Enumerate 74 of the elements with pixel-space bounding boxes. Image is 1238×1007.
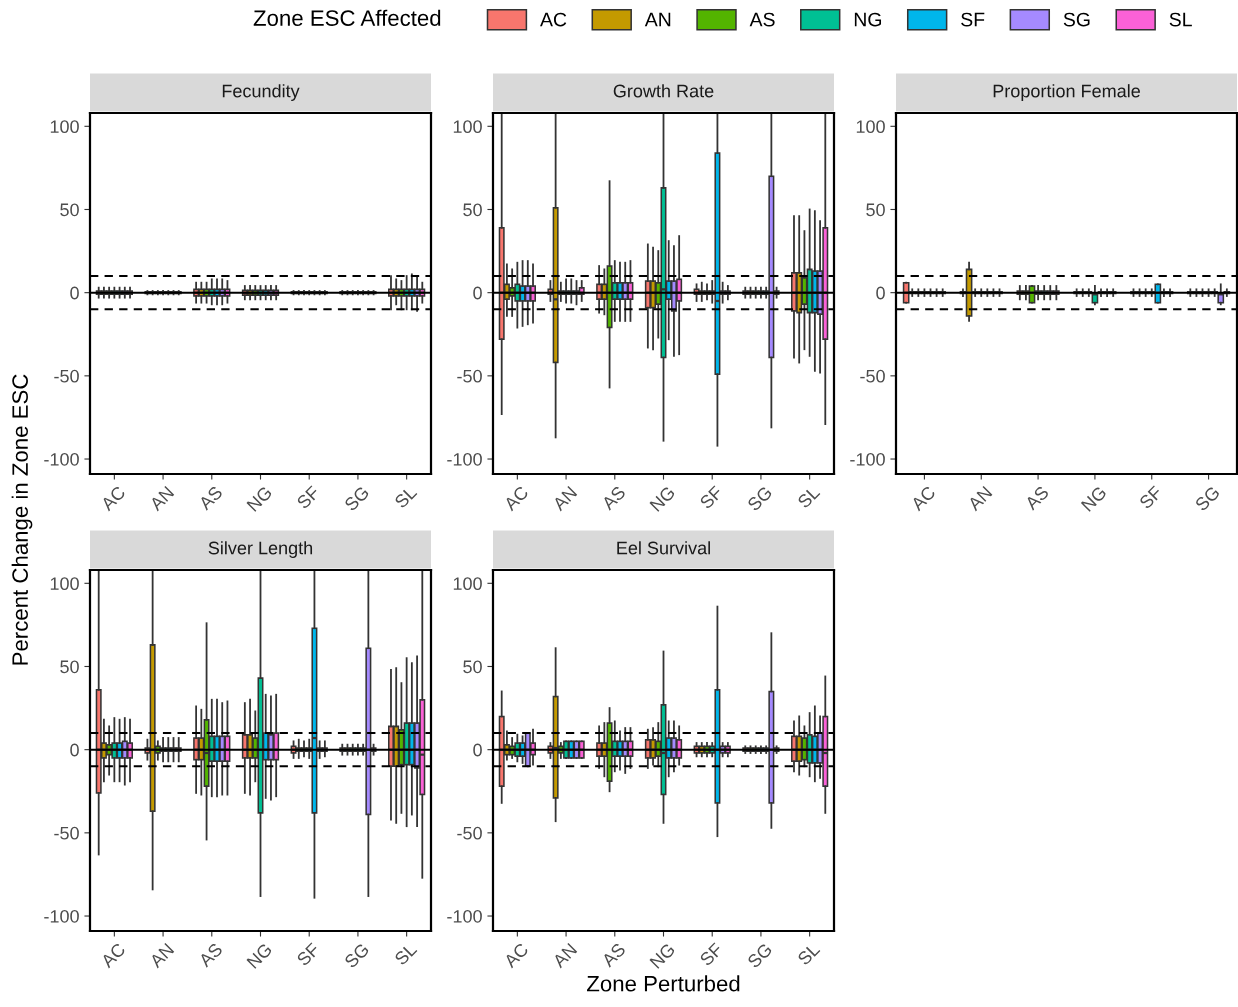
y-tick-label: 50 — [60, 660, 79, 674]
x-tick-label: SL — [796, 485, 821, 509]
x-tick-label: AN — [551, 942, 578, 969]
x-tick-label: NG — [1080, 485, 1107, 512]
legend-label: SF — [961, 12, 985, 27]
y-tick-label: -100 — [44, 909, 79, 923]
y-tick-label: -100 — [447, 452, 482, 466]
y-tick-label: 0 — [876, 286, 885, 300]
y-tick-label: -50 — [457, 369, 482, 383]
y-tick-label: -100 — [447, 909, 482, 923]
x-tick-label: SF — [699, 485, 724, 510]
y-tick-label: -100 — [850, 452, 885, 466]
y-tick-label: -50 — [860, 369, 885, 383]
x-tick-label: AN — [551, 485, 578, 512]
legend-title: Zone ESC Affected — [253, 9, 441, 26]
x-tick-label: AN — [966, 485, 993, 512]
x-tick-label: AC — [99, 485, 127, 512]
x-tick-label: SF — [296, 942, 321, 967]
legend-label: NG — [854, 12, 882, 27]
legend-label: SL — [1169, 12, 1192, 27]
y-tick-label: 100 — [50, 120, 79, 134]
x-tick-label: SF — [1138, 485, 1163, 510]
y-tick-label: -50 — [54, 369, 79, 383]
y-tick-label: 100 — [453, 120, 482, 134]
x-tick-label: SL — [393, 485, 418, 509]
x-tick-label: AC — [502, 942, 530, 969]
x-tick-label: AC — [99, 942, 127, 969]
chart-title: Silver Length — [208, 541, 313, 558]
chart-title: Proportion Female — [993, 84, 1140, 101]
y-tick-label: 50 — [463, 203, 482, 217]
x-tick-label: SG — [746, 485, 773, 512]
legend-label: AS — [749, 12, 775, 27]
chart-title: Growth Rate — [613, 84, 714, 98]
legend-label: SG — [1063, 12, 1090, 27]
x-tick-label: AC — [909, 485, 937, 512]
x-tick-label: SG — [343, 942, 370, 969]
x-tick-label: SF — [699, 942, 724, 967]
x-tick-label: NG — [246, 942, 273, 969]
x-tick-label: SG — [343, 485, 370, 512]
chart-title: Fecundity — [222, 84, 300, 101]
y-tick-label: 0 — [473, 743, 482, 757]
x-tick-label: AS — [197, 485, 224, 511]
y-tick-label: 0 — [70, 743, 79, 757]
y-tick-label: 100 — [856, 120, 885, 134]
legend-label: AN — [644, 12, 671, 27]
x-tick-label: NG — [649, 942, 676, 969]
y-axis-title: Percent Change in Zone ESC — [11, 374, 33, 665]
x-tick-label: SG — [746, 942, 773, 969]
x-tick-label: AS — [600, 942, 627, 968]
x-tick-label: NG — [246, 485, 273, 512]
x-tick-label: AC — [502, 485, 530, 512]
y-tick-label: -100 — [44, 452, 79, 466]
y-tick-label: -50 — [54, 826, 79, 840]
x-tick-label: SL — [796, 942, 821, 966]
x-tick-label: AS — [1023, 485, 1050, 511]
x-tick-label: AS — [600, 485, 627, 511]
x-tick-label: SL — [393, 942, 418, 966]
y-tick-label: 100 — [50, 577, 79, 591]
x-tick-label: SG — [1194, 485, 1221, 512]
y-tick-label: 50 — [463, 660, 482, 674]
chart-title: Eel Survival — [617, 541, 710, 555]
y-tick-label: 0 — [70, 286, 79, 300]
x-tick-label: AN — [148, 942, 175, 969]
x-tick-label: AS — [197, 942, 224, 968]
y-tick-label: 100 — [453, 577, 482, 591]
y-tick-label: 50 — [60, 203, 79, 217]
y-tick-label: 50 — [866, 203, 885, 217]
x-axis-title: Zone Perturbed — [587, 975, 740, 992]
x-tick-label: AN — [148, 485, 175, 512]
legend-label: AC — [540, 12, 567, 27]
y-tick-label: -50 — [457, 826, 482, 840]
x-tick-label: NG — [649, 485, 676, 512]
y-tick-label: 0 — [473, 286, 482, 300]
x-tick-label: SF — [296, 485, 321, 510]
